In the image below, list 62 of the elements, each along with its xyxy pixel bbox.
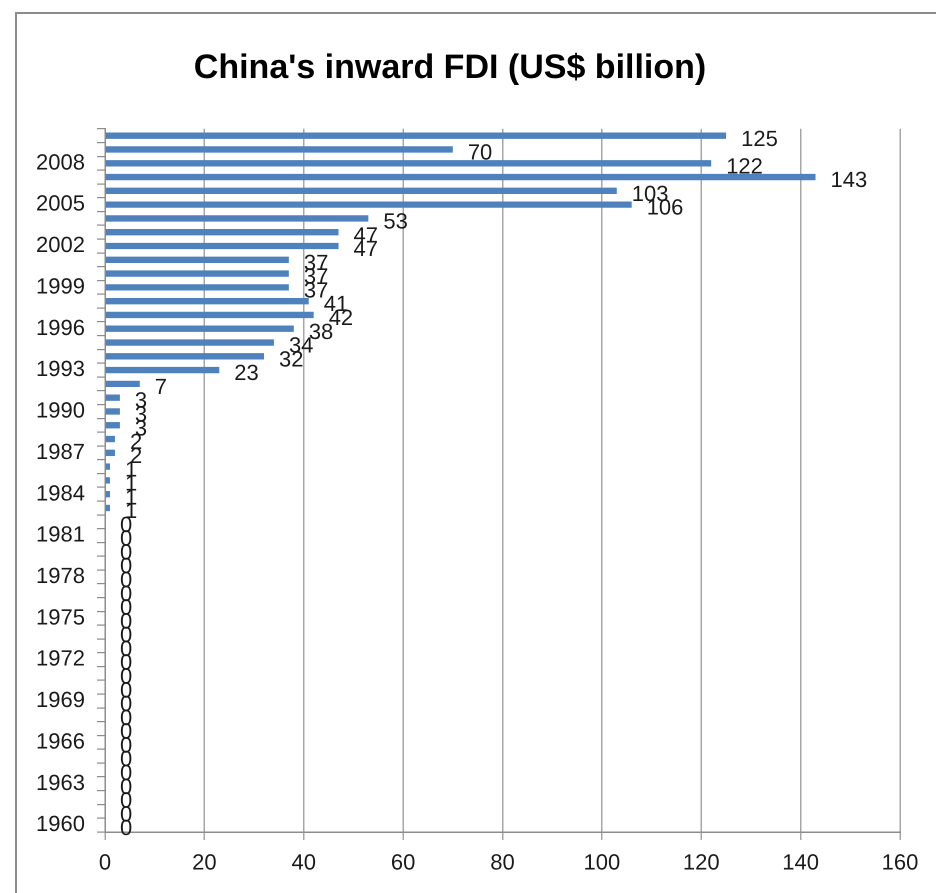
bar (106, 229, 339, 236)
y-tick-label: 1978 (36, 562, 85, 588)
bar (106, 477, 110, 484)
bar (106, 353, 264, 360)
bar (106, 188, 617, 194)
x-tick-label: 80 (490, 849, 515, 874)
bar (106, 160, 712, 166)
x-tick-label: 60 (390, 849, 416, 874)
y-tick-label: 1969 (36, 687, 85, 712)
x-tick-label: 140 (782, 849, 819, 874)
bar (106, 450, 115, 456)
y-tick-label: 1987 (36, 438, 85, 464)
bar (106, 504, 110, 512)
x-tick-label: 40 (292, 849, 316, 874)
data-label: 53 (383, 208, 408, 234)
bar (106, 146, 453, 153)
bar (106, 312, 314, 318)
bar (106, 394, 120, 401)
y-tick-label: 1984 (36, 480, 85, 506)
bar (106, 284, 289, 291)
y-tick-label: 2005 (36, 190, 85, 216)
data-label: 70 (468, 140, 492, 165)
bar (106, 215, 368, 222)
y-tick-label: 1963 (36, 770, 85, 795)
bar (106, 380, 140, 388)
data-label: 23 (234, 360, 259, 386)
bar (106, 201, 632, 208)
y-tick-label: 2002 (36, 232, 85, 258)
bar (106, 463, 110, 470)
data-label: 143 (830, 167, 868, 192)
chart-title: China's inward FDI (US$ billion) (194, 48, 706, 86)
bar (106, 339, 274, 346)
x-tick-label: 120 (682, 849, 720, 874)
bar (106, 491, 110, 498)
bar (106, 242, 339, 250)
data-label: 122 (726, 153, 763, 178)
data-label: 125 (741, 126, 778, 151)
y-tick-label: 1990 (36, 398, 85, 423)
y-tick-label: 1999 (36, 273, 85, 298)
x-tick-label: 160 (882, 849, 918, 874)
bar (106, 422, 120, 428)
y-tick-label: 1996 (36, 314, 85, 340)
y-tick-label: 1993 (36, 356, 85, 382)
bar (106, 326, 294, 332)
y-tick-label: 1960 (36, 811, 85, 836)
data-label: 7 (154, 374, 168, 399)
bar (106, 366, 220, 374)
x-tick-label: 20 (192, 849, 217, 874)
bar (106, 256, 289, 263)
y-tick-label: 2008 (36, 149, 85, 174)
bar (106, 132, 726, 139)
bar (106, 174, 816, 180)
x-tick-label: 0 (98, 849, 112, 874)
bar (106, 436, 115, 442)
y-tick-label: 1981 (36, 522, 85, 547)
y-tick-label: 1975 (36, 604, 85, 630)
bar (106, 298, 309, 304)
y-tick-label: 1972 (36, 646, 85, 671)
y-tick-label: 1966 (36, 728, 85, 754)
bar (106, 270, 289, 277)
bar (106, 408, 120, 415)
x-tick-label: 100 (584, 849, 620, 874)
